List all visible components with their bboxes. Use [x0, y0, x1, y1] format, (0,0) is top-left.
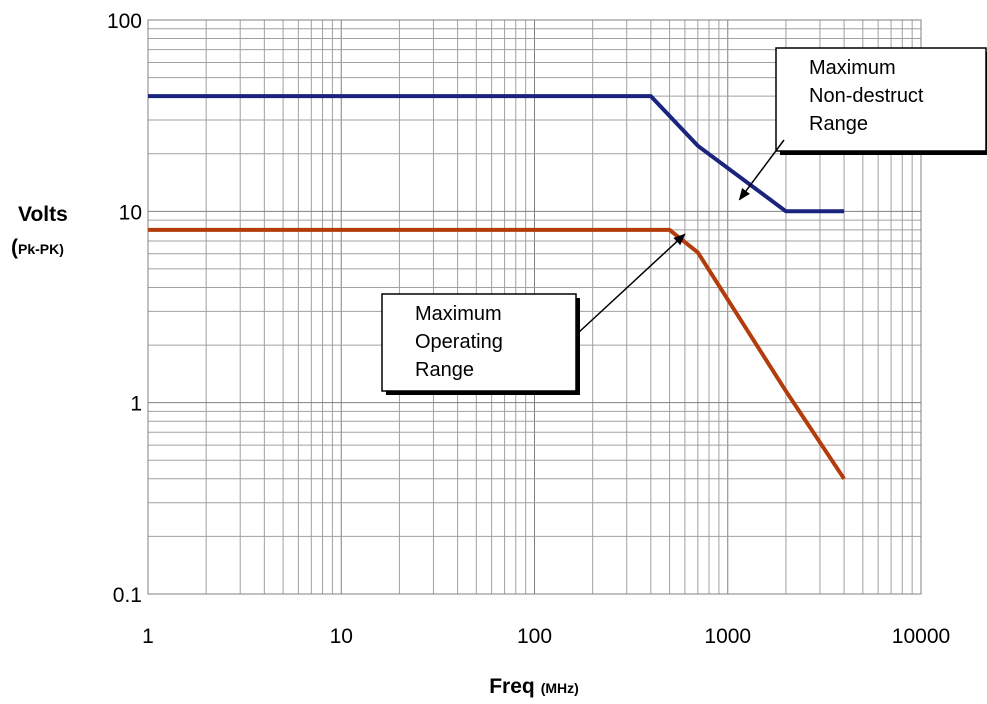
callout-text: Maximum [809, 57, 896, 79]
x-tick-label: 1000 [704, 625, 751, 648]
y-tick-label: 10 [119, 201, 142, 224]
y-axis-label: Volts [18, 203, 68, 226]
callout-text: Non-destruct [809, 85, 924, 107]
callout-arrow [577, 233, 686, 334]
y-tick-label: 1 [130, 393, 142, 416]
x-tick-label: 10 [330, 625, 353, 648]
x-tick-label: 100 [517, 625, 552, 648]
y-axis-unit: (Pk-PK) [11, 236, 64, 259]
x-tick-label: 10000 [892, 625, 950, 648]
callout-box [775, 47, 987, 152]
plot-area-frame [147, 19, 922, 595]
x-axis-label: Freq (MHz) [489, 675, 579, 698]
y-tick-label: 0.1 [113, 584, 142, 607]
annotations: Maximum Non-destruct Range Maximum Operating… [381, 47, 987, 395]
y-tick-label: 100 [107, 10, 142, 33]
callout-text: Range [415, 359, 474, 381]
series-line-1 [148, 94, 845, 214]
x-tick-label: 1 [142, 625, 154, 648]
callout-text: Range [809, 113, 868, 135]
series-lines [148, 94, 846, 480]
callout-box [381, 293, 577, 392]
callout-text: Operating [415, 331, 503, 353]
callout-text: Maximum [415, 303, 502, 325]
callout-arrow [738, 139, 785, 201]
series-line-2 [148, 227, 846, 480]
